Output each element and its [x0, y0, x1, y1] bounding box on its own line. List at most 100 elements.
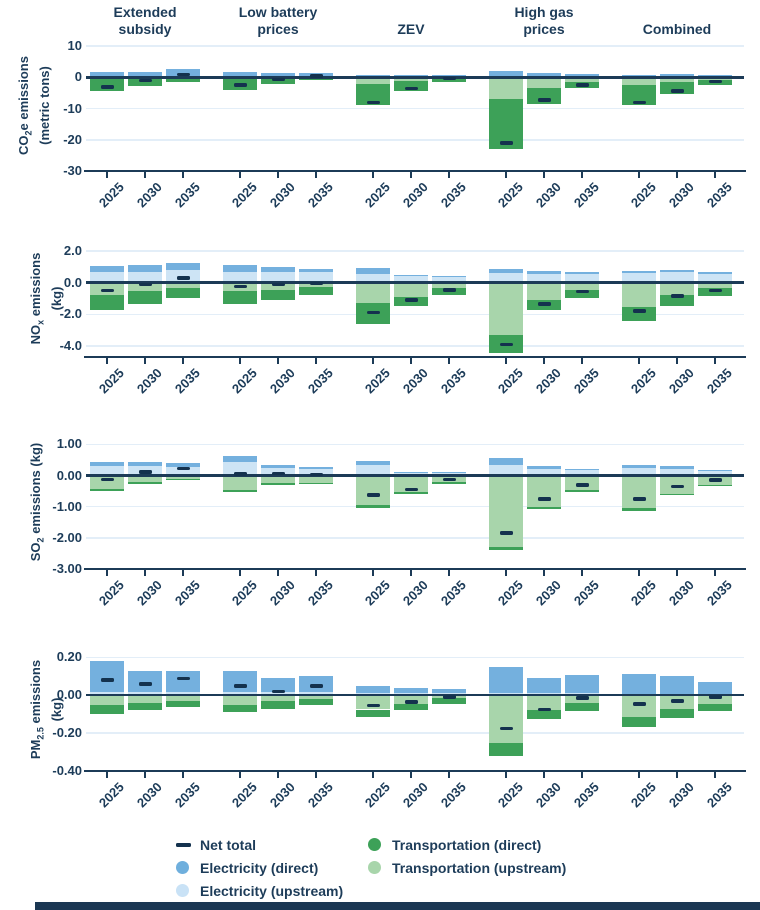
- bar-transportation-direct: [622, 717, 656, 728]
- bar-electricity-direct: [489, 666, 523, 694]
- net-total-dash: [575, 289, 589, 294]
- y-tick-label: -1.00: [52, 498, 82, 514]
- bar-transportation-upstream: [432, 282, 466, 289]
- scenario-header: High gas prices: [469, 2, 619, 38]
- bar-electricity-upstream: [394, 472, 428, 476]
- net-total-dash: [138, 682, 152, 686]
- footer-strip: [35, 902, 760, 910]
- bar-transportation-upstream: [394, 695, 428, 704]
- bar-electricity-direct: [622, 464, 656, 468]
- y-tick-label: -0.40: [52, 763, 82, 778]
- bar-transportation-direct: [489, 742, 523, 756]
- x-tick-mark: [371, 172, 375, 178]
- x-tick-mark: [409, 172, 413, 178]
- net-total-dash: [670, 294, 684, 298]
- bar-transportation-direct: [128, 702, 162, 711]
- bar-electricity-direct: [223, 456, 257, 463]
- gridline: [86, 107, 744, 110]
- bar-electricity-upstream: [299, 691, 333, 696]
- bar-electricity-direct: [432, 275, 466, 277]
- y-tick-label: -10: [63, 100, 82, 116]
- bar-electricity-direct: [90, 462, 124, 467]
- x-tick-mark: [143, 358, 147, 364]
- bar-transportation-upstream: [698, 695, 732, 704]
- x-tick-mark: [181, 172, 185, 178]
- legend-swatch: [176, 884, 189, 897]
- x-tick-mark: [447, 172, 451, 178]
- x-tick-mark: [713, 570, 717, 576]
- x-tick-mark: [105, 358, 109, 364]
- net-total-dash: [442, 76, 456, 81]
- legend-label: Electricity (upstream): [200, 883, 344, 899]
- bar-transportation-upstream: [698, 282, 732, 289]
- bar-transportation-direct: [356, 83, 390, 106]
- zero-line: [86, 694, 744, 697]
- net-total-dash: [575, 483, 589, 487]
- x-tick-mark: [675, 172, 679, 178]
- net-total-dash: [708, 288, 722, 293]
- x-tick-mark: [371, 772, 375, 778]
- bar-transportation-direct: [223, 290, 257, 305]
- bar-transportation-direct: [660, 294, 694, 307]
- chart-panels: 10 0 -10 -20 -30 2025 2030 2035 2025 2030 2035 2025…: [16, 38, 746, 810]
- bar-electricity-direct: [299, 269, 333, 272]
- x-tick-mark: [314, 772, 318, 778]
- net-total-dash: [708, 695, 722, 699]
- scenario-header: ZEV: [336, 2, 486, 38]
- bar-electricity-direct: [622, 673, 656, 695]
- scenario-header-line: prices: [523, 21, 565, 37]
- y-tick-label: 0.20: [56, 649, 82, 665]
- x-tick-mark: [409, 772, 413, 778]
- scenario-header-line: Extended: [113, 4, 177, 20]
- scenario-header-line: subsidy: [118, 21, 172, 37]
- x-tick-mark: [675, 570, 679, 576]
- bar-transportation-direct: [223, 704, 257, 713]
- bar-electricity-direct: [660, 270, 694, 273]
- net-total-dash: [537, 302, 551, 306]
- net-total-dash: [708, 79, 722, 84]
- y-tick-label: 1.00: [56, 436, 82, 452]
- x-axis-line: [84, 169, 746, 173]
- net-total-dash: [176, 466, 190, 471]
- x-tick-mark: [675, 772, 679, 778]
- net-total-dash: [499, 531, 513, 535]
- gridline: [86, 537, 744, 539]
- net-total-dash: [100, 288, 114, 293]
- zero-line: [86, 76, 744, 79]
- bar-transportation-direct: [261, 78, 295, 85]
- bar-transportation-upstream: [565, 282, 599, 290]
- net-total-dash: [366, 493, 380, 497]
- net-total-dash: [670, 484, 684, 489]
- bar-electricity-direct: [261, 266, 295, 273]
- gridline: [86, 250, 744, 252]
- y-tick-label: -20: [63, 131, 82, 147]
- bar-electricity-upstream: [166, 466, 200, 476]
- bar-transportation-direct: [356, 709, 390, 718]
- bar-electricity-upstream: [527, 468, 561, 476]
- net-total-dash: [404, 298, 418, 302]
- bar-transportation-direct: [660, 708, 694, 718]
- x-tick-mark: [504, 358, 508, 364]
- gridline: [86, 732, 744, 734]
- net-total-dash: [233, 83, 247, 87]
- x-tick-mark: [105, 772, 109, 778]
- x-tick-mark: [105, 172, 109, 178]
- bar-transportation-upstream: [90, 282, 124, 295]
- x-axis-line: [84, 355, 746, 359]
- bar-transportation-direct: [90, 294, 124, 311]
- x-tick-mark: [504, 172, 508, 178]
- bar-electricity-direct: [565, 675, 599, 694]
- bar-transportation-upstream: [660, 282, 694, 295]
- net-total-dash: [176, 276, 190, 280]
- bar-transportation-direct: [166, 78, 200, 82]
- net-total-dash: [233, 472, 247, 476]
- bar-electricity-upstream: [527, 273, 561, 283]
- x-tick-mark: [238, 772, 242, 778]
- net-total-dash: [233, 684, 247, 688]
- net-total-dash: [499, 726, 513, 731]
- bar-electricity-direct: [223, 265, 257, 272]
- y-tick-label: -30: [63, 163, 82, 178]
- y-tick-label: -2.0: [59, 306, 82, 322]
- zero-line: [86, 281, 744, 284]
- bar-transportation-upstream: [394, 77, 428, 82]
